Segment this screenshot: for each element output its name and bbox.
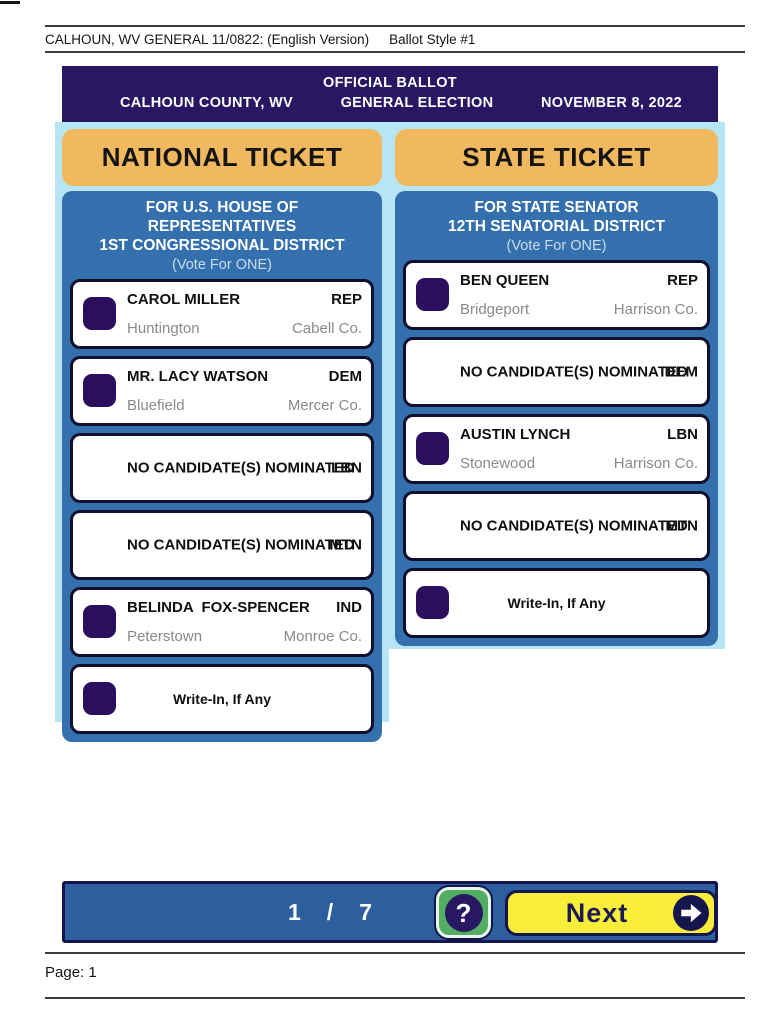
contest-us-house: FOR U.S. HOUSE OF REPRESENTATIVES 1ST CO… [62, 191, 382, 742]
footer-divider [45, 997, 745, 999]
candidate-name: BELINDA FOX-SPENCER [127, 599, 310, 616]
writein-label: Write-In, If Any [507, 595, 606, 611]
party-abbreviation: DEM [328, 368, 362, 385]
candidate-name: NO CANDIDATE(S) NOMINATED [460, 363, 688, 381]
ballot-version-label: CALHOUN, WV GENERAL 11/0822: (English Ve… [45, 32, 370, 47]
official-ballot-header: OFFICIAL BALLOT CALHOUN COUNTY, WV GENER… [62, 66, 718, 122]
page-corner-mark [0, 1, 20, 4]
vote-for-instruction: (Vote For ONE) [172, 257, 272, 273]
vote-checkbox[interactable] [83, 605, 116, 638]
candidate-city: Huntington [127, 320, 200, 337]
party-abbreviation: LBN [667, 426, 698, 443]
contest-title-line2: 12TH SENATORIAL DISTRICT [447, 218, 666, 235]
page-separator: / [326, 898, 334, 925]
document-title: CALHOUN, WV GENERAL 11/0822: (English Ve… [45, 32, 475, 47]
vote-checkbox[interactable] [416, 586, 449, 619]
ballot-option-card[interactable]: Write-In, If Any [70, 664, 374, 734]
candidate-county: Harrison Co. [613, 455, 698, 472]
candidate-county: Harrison Co. [613, 301, 698, 318]
contest-title-line1: FOR STATE SENATOR [474, 199, 639, 216]
header-divider [45, 25, 745, 27]
national-ticket-column: NATIONAL TICKET FOR U.S. HOUSE OF REPRES… [62, 129, 382, 742]
navigation-bar: 1 / 7 ? Next [62, 881, 718, 943]
candidate-name: NO CANDIDATE(S) NOMINATED [127, 536, 355, 554]
party-abbreviation: REP [667, 272, 698, 289]
next-button[interactable]: Next [505, 890, 717, 936]
vote-checkbox[interactable] [83, 297, 116, 330]
candidate-county: Monroe Co. [283, 628, 362, 645]
candidate-city: Bluefield [127, 397, 185, 414]
state-ticket-column: STATE TICKET FOR STATE SENATOR 12TH SENA… [395, 129, 718, 646]
ballot-option-card[interactable]: BELINDA FOX-SPENCER IND Peterstown Monro… [70, 587, 374, 657]
election-date: NOVEMBER 8, 2022 [540, 95, 682, 111]
current-page-number: 1 [288, 898, 301, 925]
candidate-name: AUSTIN LYNCH [460, 426, 571, 443]
candidate-name: BEN QUEEN [460, 272, 550, 289]
option-list: CAROL MILLER REP Huntington Cabell Co. M… [70, 279, 374, 734]
candidate-city: Peterstown [127, 628, 203, 645]
party-abbreviation: LBN [331, 459, 362, 477]
total-page-count: 7 [359, 898, 372, 925]
ballot-option-card[interactable]: MR. LACY WATSON DEM Bluefield Mercer Co. [70, 356, 374, 426]
question-mark-icon: ? [444, 893, 483, 932]
candidate-county: Mercer Co. [287, 397, 362, 414]
ballot-option-card[interactable]: NO CANDIDATE(S) NOMINATED DEM [403, 337, 710, 407]
party-abbreviation: DEM [664, 363, 698, 381]
help-button[interactable]: ? [436, 887, 491, 938]
contest-title-line1: FOR U.S. HOUSE OF REPRESENTATIVES [145, 199, 299, 235]
ballot-option-card[interactable]: NO CANDIDATE(S) NOMINATED MTN [403, 491, 710, 561]
footer-divider [45, 952, 745, 954]
county-label: CALHOUN COUNTY, WV [120, 95, 293, 111]
contest-title: FOR U.S. HOUSE OF REPRESENTATIVES 1ST CO… [70, 198, 374, 255]
option-list: BEN QUEEN REP Bridgeport Harrison Co. NO… [403, 260, 710, 638]
candidate-city: Stonewood [460, 455, 536, 472]
party-abbreviation: MTN [665, 517, 699, 535]
vote-checkbox[interactable] [83, 374, 116, 407]
official-ballot-title: OFFICIAL BALLOT [323, 75, 457, 91]
contest-state-senator: FOR STATE SENATOR 12TH SENATORIAL DISTRI… [395, 191, 718, 646]
ballot-option-card[interactable]: AUSTIN LYNCH LBN Stonewood Harrison Co. [403, 414, 710, 484]
arrow-right-icon [673, 895, 709, 931]
candidate-city: Bridgeport [460, 301, 530, 318]
candidate-name: CAROL MILLER [127, 291, 241, 308]
next-button-label: Next [565, 897, 629, 928]
contest-title-line2: 1ST CONGRESSIONAL DISTRICT [99, 237, 345, 254]
page-indicator: 1 / 7 [250, 884, 410, 940]
party-abbreviation: IND [336, 599, 362, 616]
ballot-option-card[interactable]: NO CANDIDATE(S) NOMINATED MTN [70, 510, 374, 580]
contest-title: FOR STATE SENATOR 12TH SENATORIAL DISTRI… [403, 198, 710, 236]
ballot-style-label: Ballot Style #1 [389, 32, 476, 47]
candidate-name: NO CANDIDATE(S) NOMINATED [127, 459, 355, 477]
party-abbreviation: REP [331, 291, 362, 308]
ticket-header-state: STATE TICKET [395, 129, 718, 186]
vote-checkbox[interactable] [416, 278, 449, 311]
vote-checkbox[interactable] [416, 432, 449, 465]
ballot-option-card[interactable]: CAROL MILLER REP Huntington Cabell Co. [70, 279, 374, 349]
ballot-option-card[interactable]: Write-In, If Any [403, 568, 710, 638]
vote-for-instruction: (Vote For ONE) [506, 238, 607, 254]
candidate-name: NO CANDIDATE(S) NOMINATED [460, 517, 688, 535]
election-label: GENERAL ELECTION [340, 95, 494, 111]
candidate-county: Cabell Co. [291, 320, 362, 337]
party-abbreviation: MTN [329, 536, 363, 554]
vote-checkbox[interactable] [83, 682, 116, 715]
candidate-name: MR. LACY WATSON [127, 368, 269, 385]
ticket-header-national: NATIONAL TICKET [62, 129, 382, 186]
ballot-option-card[interactable]: BEN QUEEN REP Bridgeport Harrison Co. [403, 260, 710, 330]
ballot-option-card[interactable]: NO CANDIDATE(S) NOMINATED LBN [70, 433, 374, 503]
writein-label: Write-In, If Any [173, 691, 271, 707]
footer-page-label: Page: 1 [45, 964, 97, 981]
header-divider [45, 51, 745, 53]
